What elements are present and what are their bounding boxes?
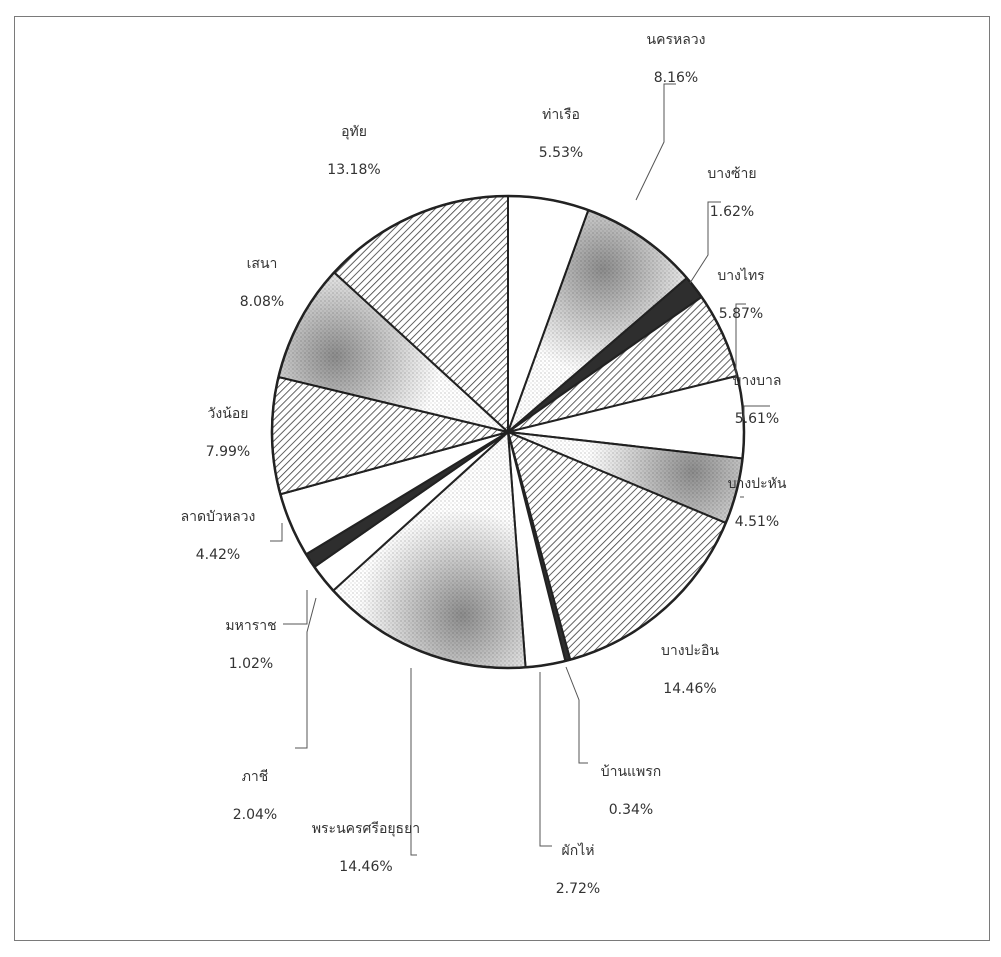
- slice-11-label: ภาชี: [242, 769, 269, 785]
- slice-1-value-label: 5.53%: [539, 145, 583, 161]
- slice-3-label: บางซ้าย: [707, 166, 756, 182]
- slice-6-label: บางปะหัน: [728, 476, 787, 492]
- leader-line-2: [635, 83, 676, 201]
- slice-15-value-label: 8.08%: [240, 294, 284, 310]
- slice-4-label: บางไทร: [717, 267, 765, 284]
- leader-line-4: [735, 303, 746, 378]
- slice-8-value-label: 0.34%: [609, 802, 653, 818]
- slice-7-label: บางปะอิน: [661, 643, 719, 659]
- leader-line-5: [743, 405, 770, 420]
- slice-14-label: วังน้อย: [208, 406, 249, 422]
- leader-line-13: [270, 523, 283, 542]
- slice-10-shading: [356, 509, 526, 669]
- pie-outline: [270, 194, 746, 670]
- slice-1-label: ท่าเรือ: [542, 107, 580, 123]
- leader-line-11: [295, 597, 317, 749]
- slice-5-label: บางบาล: [733, 373, 782, 389]
- slice-11-value-label: 2.04%: [233, 807, 277, 823]
- slice-13-value-label: 4.42%: [196, 547, 240, 563]
- slice-6-value-label: 4.51%: [735, 514, 779, 530]
- slice-15-label: เสนา: [247, 256, 278, 272]
- slice-8-label: บ้านแพรก: [601, 764, 662, 780]
- slice-12-label: มหาราช: [225, 618, 276, 634]
- slice-10-value-label: 14.46%: [339, 859, 392, 875]
- slice-16-label: อุทัย: [341, 124, 367, 140]
- slice-10-label: พระนครศรีอยุธยา: [312, 821, 420, 837]
- slice-12-value-label: 1.02%: [229, 656, 273, 672]
- slice-6-shading: [586, 432, 743, 523]
- slice-7-value-label: 14.46%: [663, 681, 716, 697]
- slice-14-value-label: 7.99%: [206, 444, 250, 460]
- slice-13-label: ลาดบัวหลวง: [181, 509, 256, 525]
- slice-2-value-label: 8.16%: [654, 70, 698, 86]
- leader-line-10: [410, 668, 417, 856]
- slice-9-label: ผักไห่: [562, 842, 595, 859]
- slice-5-value-label: 5.61%: [735, 411, 779, 427]
- leader-line-9: [539, 672, 552, 847]
- slice-2-label: นครหลวง: [647, 32, 706, 48]
- slice-3-value-label: 1.62%: [710, 204, 754, 220]
- leader-line-12: [283, 590, 308, 625]
- leader-line-8: [565, 666, 588, 764]
- slice-4-value-label: 5.87%: [719, 306, 763, 322]
- leader-line-3: [689, 201, 721, 284]
- slice-9-value-label: 2.72%: [556, 881, 600, 897]
- slice-16-value-label: 13.18%: [327, 162, 380, 178]
